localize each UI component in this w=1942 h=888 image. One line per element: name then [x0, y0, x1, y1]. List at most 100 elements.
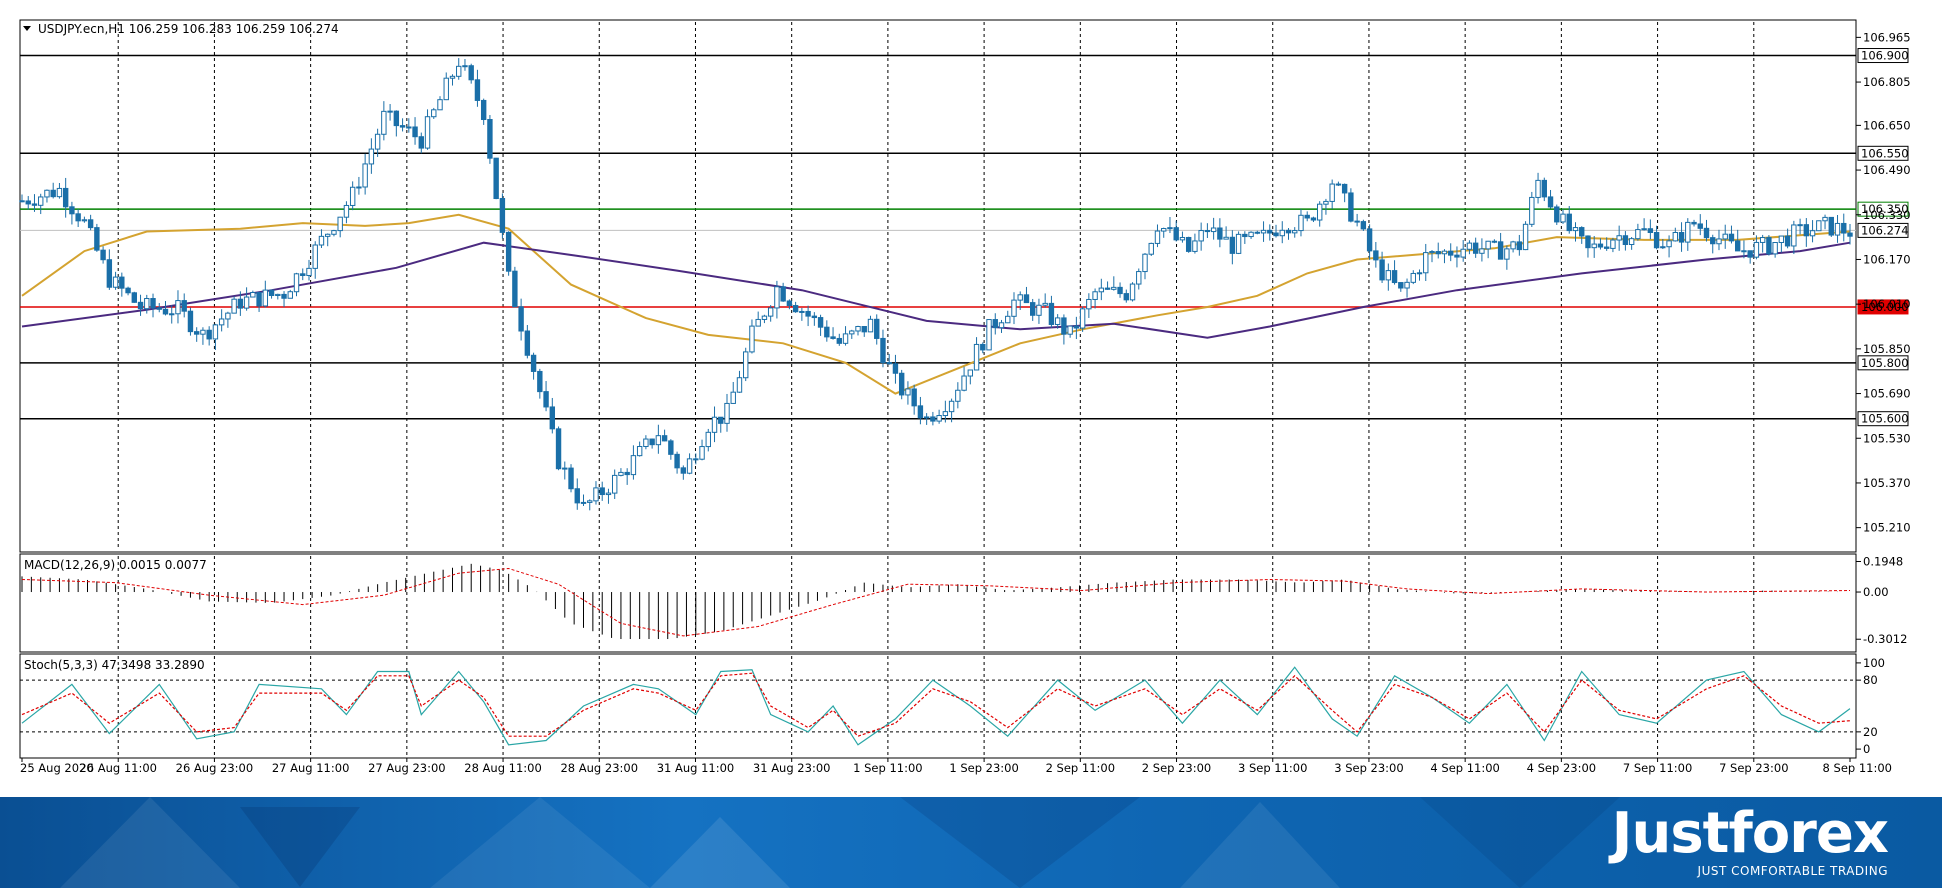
y-tick-label: 105.370 — [1863, 476, 1911, 490]
candle-body — [1435, 251, 1441, 255]
candle-body — [767, 307, 774, 317]
candle-body — [562, 467, 568, 470]
candle-body — [1753, 241, 1760, 258]
candle-body — [275, 293, 281, 296]
candle-body — [1129, 283, 1136, 301]
candle-body — [462, 65, 468, 68]
macd-signal-line — [21, 567, 1851, 637]
candle-body — [200, 329, 206, 335]
candle-body — [849, 330, 855, 335]
candle-body — [187, 310, 194, 333]
candle-body — [1747, 250, 1753, 258]
candle-body — [998, 322, 1005, 329]
candle-body — [686, 458, 693, 474]
x-tick-label: 2 Sep 23:00 — [1142, 761, 1211, 775]
candle-body — [487, 119, 493, 159]
candle-body — [948, 400, 955, 413]
candle-body — [418, 136, 424, 149]
candle-body — [942, 411, 949, 417]
candle-body — [87, 219, 94, 229]
candlesticks — [19, 58, 1853, 511]
candle-body — [1223, 236, 1229, 240]
candle-body — [175, 300, 181, 315]
candle-body — [325, 233, 331, 237]
candle-body — [1635, 229, 1641, 240]
candle-body — [699, 446, 705, 460]
candle-body — [1728, 233, 1735, 242]
candle-body — [1566, 213, 1572, 232]
candle-body — [898, 372, 905, 396]
candle-body — [730, 391, 736, 404]
candle-body — [624, 471, 630, 476]
vertical-gridlines — [117, 22, 1755, 756]
candle-body — [630, 455, 637, 476]
x-tick-label: 3 Sep 23:00 — [1334, 761, 1403, 775]
candle-body — [1267, 229, 1273, 234]
level-label: 106.350 — [1861, 202, 1909, 216]
candle-body — [343, 204, 350, 218]
candle-body — [256, 292, 262, 307]
candle-body — [1603, 246, 1610, 249]
candle-body — [156, 307, 162, 310]
candle-body — [1398, 282, 1404, 289]
candle-body — [1204, 230, 1211, 233]
chart-menu-arrow-icon[interactable] — [23, 26, 31, 31]
y-tick-label: 106.170 — [1863, 252, 1911, 266]
candle-body — [549, 406, 556, 430]
x-tick-label: 7 Sep 11:00 — [1623, 761, 1692, 775]
candle-body — [593, 487, 599, 502]
candle-body — [867, 318, 874, 333]
candle-body — [774, 286, 780, 309]
candle-body — [38, 196, 44, 206]
justforex-logo: Justforex — [1611, 801, 1889, 866]
candle-body — [56, 187, 63, 198]
candle-body — [300, 273, 306, 276]
candle-body — [1678, 231, 1685, 243]
candle-body — [1479, 248, 1485, 254]
candle-body — [212, 324, 219, 340]
candle-body — [1672, 231, 1679, 242]
candle-body — [1117, 286, 1123, 295]
candle-body — [1797, 224, 1803, 227]
candle-body — [1466, 242, 1473, 250]
candle-body — [449, 75, 456, 79]
candle-body — [718, 416, 724, 424]
candle-body — [1260, 229, 1267, 234]
candle-body — [1123, 293, 1129, 301]
x-tick-label: 28 Aug 11:00 — [464, 761, 542, 775]
candle-body — [1666, 240, 1672, 248]
candle-body — [1454, 254, 1460, 258]
candle-body — [1310, 217, 1317, 221]
candle-body — [312, 244, 318, 269]
candle-body — [1759, 237, 1766, 243]
level-label-box — [1857, 145, 1909, 161]
candle-body — [911, 388, 917, 407]
x-tick-label: 4 Sep 23:00 — [1527, 761, 1596, 775]
candle-body — [786, 300, 793, 307]
candle-body — [1510, 241, 1516, 250]
candle-body — [1541, 179, 1547, 198]
candle-body — [150, 298, 156, 309]
candle-body — [1316, 203, 1323, 221]
level-label: 105.800 — [1861, 356, 1909, 370]
candle-body — [1585, 235, 1591, 249]
candle-body — [792, 305, 799, 313]
candle-body — [1685, 221, 1691, 243]
main-header: USDJPY.ecn,H1 106.259 106.283 106.259 10… — [38, 22, 339, 36]
candle-body — [169, 313, 175, 316]
candle-body — [518, 306, 524, 332]
x-tick-label: 26 Aug 11:00 — [79, 761, 157, 775]
candle-body — [537, 370, 543, 393]
candle-body — [231, 298, 237, 314]
stoch-y-tick-label: 80 — [1863, 673, 1878, 687]
candle-body — [1061, 317, 1067, 335]
candle-body — [674, 453, 680, 469]
candle-body — [100, 249, 106, 261]
candle-body — [1404, 281, 1410, 289]
candle-body — [50, 189, 56, 198]
candle-body — [555, 428, 562, 470]
candle-body — [1497, 241, 1504, 260]
candle-body — [1098, 287, 1105, 293]
candle-body — [44, 189, 50, 198]
candle-body — [530, 354, 537, 372]
